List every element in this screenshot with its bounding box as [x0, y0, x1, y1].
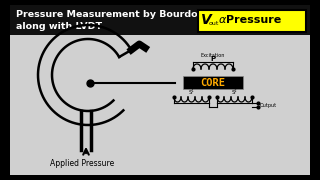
Text: P: P — [211, 56, 216, 62]
Text: CORE: CORE — [201, 78, 226, 88]
Text: Excitation: Excitation — [201, 53, 225, 57]
FancyBboxPatch shape — [10, 5, 310, 175]
FancyBboxPatch shape — [10, 5, 310, 35]
Text: S²: S² — [232, 89, 237, 94]
Text: Applied Pressure: Applied Pressure — [50, 159, 114, 168]
Text: Pressure Measurement by Bourdon Tube: Pressure Measurement by Bourdon Tube — [16, 10, 233, 19]
Text: along with LVDT: along with LVDT — [16, 22, 102, 31]
Text: S¹: S¹ — [189, 89, 194, 94]
Text: V: V — [201, 13, 212, 27]
FancyBboxPatch shape — [183, 76, 243, 89]
Text: Output: Output — [260, 102, 277, 107]
Text: Pressure: Pressure — [226, 15, 281, 25]
Text: out: out — [209, 21, 220, 26]
Text: α: α — [219, 15, 226, 25]
FancyBboxPatch shape — [198, 10, 306, 32]
